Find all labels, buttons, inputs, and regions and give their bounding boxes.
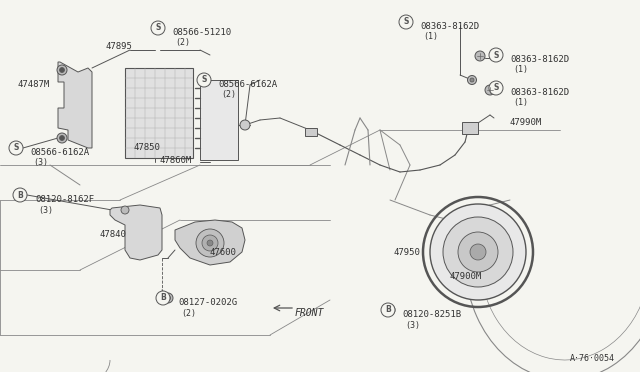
Circle shape bbox=[381, 303, 395, 317]
Text: (2): (2) bbox=[175, 38, 190, 47]
Circle shape bbox=[443, 217, 513, 287]
Circle shape bbox=[156, 291, 170, 305]
Text: 08566-6162A: 08566-6162A bbox=[30, 148, 89, 157]
Text: S: S bbox=[493, 51, 499, 60]
Text: 47840: 47840 bbox=[100, 230, 127, 239]
Circle shape bbox=[13, 188, 27, 202]
Text: 08363-8162D: 08363-8162D bbox=[420, 22, 479, 31]
Circle shape bbox=[202, 235, 218, 251]
Circle shape bbox=[489, 48, 503, 62]
Polygon shape bbox=[175, 220, 245, 265]
Text: 47850: 47850 bbox=[133, 143, 160, 152]
Circle shape bbox=[385, 305, 395, 315]
Circle shape bbox=[207, 240, 213, 246]
Circle shape bbox=[151, 21, 165, 35]
Text: FRONT: FRONT bbox=[295, 308, 324, 318]
Circle shape bbox=[387, 308, 392, 312]
Circle shape bbox=[57, 65, 67, 75]
Text: (1): (1) bbox=[513, 98, 528, 107]
Circle shape bbox=[9, 141, 23, 155]
Text: (1): (1) bbox=[423, 32, 438, 41]
Text: A·76·0054: A·76·0054 bbox=[570, 354, 615, 363]
Text: S: S bbox=[493, 83, 499, 93]
Circle shape bbox=[475, 51, 485, 61]
Text: 08120-8251B: 08120-8251B bbox=[402, 310, 461, 319]
Text: S: S bbox=[156, 23, 161, 32]
Text: 47487M: 47487M bbox=[18, 80, 51, 89]
Circle shape bbox=[489, 81, 503, 95]
Text: 47600: 47600 bbox=[210, 248, 237, 257]
Text: S: S bbox=[13, 144, 19, 153]
Text: 47900M: 47900M bbox=[450, 272, 483, 281]
Text: (3): (3) bbox=[33, 158, 48, 167]
Circle shape bbox=[240, 120, 250, 130]
Text: 47950: 47950 bbox=[393, 248, 420, 257]
Text: (3): (3) bbox=[405, 321, 420, 330]
Circle shape bbox=[57, 133, 67, 143]
Circle shape bbox=[196, 229, 224, 257]
Text: B: B bbox=[160, 294, 166, 302]
Text: 47990M: 47990M bbox=[510, 118, 542, 127]
Circle shape bbox=[166, 295, 170, 301]
Text: 47860M: 47860M bbox=[160, 156, 192, 165]
Circle shape bbox=[458, 232, 498, 272]
Text: 08363-8162D: 08363-8162D bbox=[510, 88, 569, 97]
Circle shape bbox=[60, 67, 65, 73]
Text: B: B bbox=[385, 305, 391, 314]
Circle shape bbox=[430, 204, 526, 300]
Polygon shape bbox=[110, 205, 162, 260]
Circle shape bbox=[399, 15, 413, 29]
Polygon shape bbox=[58, 62, 92, 148]
Circle shape bbox=[485, 85, 495, 95]
Circle shape bbox=[60, 135, 65, 141]
Text: S: S bbox=[403, 17, 409, 26]
Circle shape bbox=[467, 76, 477, 84]
Circle shape bbox=[163, 293, 173, 303]
Text: 47895: 47895 bbox=[105, 42, 132, 51]
Text: 08363-8162D: 08363-8162D bbox=[510, 55, 569, 64]
Text: S: S bbox=[202, 76, 207, 84]
Circle shape bbox=[197, 73, 211, 87]
Circle shape bbox=[470, 78, 474, 82]
Text: (3): (3) bbox=[38, 206, 53, 215]
Bar bbox=[125, 68, 193, 158]
Text: 08566-6162A: 08566-6162A bbox=[218, 80, 277, 89]
Text: 08566-51210: 08566-51210 bbox=[172, 28, 231, 37]
Bar bbox=[200, 80, 238, 160]
Text: 08120-8162F: 08120-8162F bbox=[35, 195, 94, 204]
Text: (2): (2) bbox=[181, 309, 196, 318]
Text: (2): (2) bbox=[221, 90, 236, 99]
Circle shape bbox=[121, 206, 129, 214]
Circle shape bbox=[470, 244, 486, 260]
Bar bbox=[305, 128, 317, 136]
Text: 08127-0202G: 08127-0202G bbox=[178, 298, 237, 307]
Bar bbox=[462, 122, 478, 134]
Text: B: B bbox=[17, 190, 23, 199]
Text: (1): (1) bbox=[513, 65, 528, 74]
